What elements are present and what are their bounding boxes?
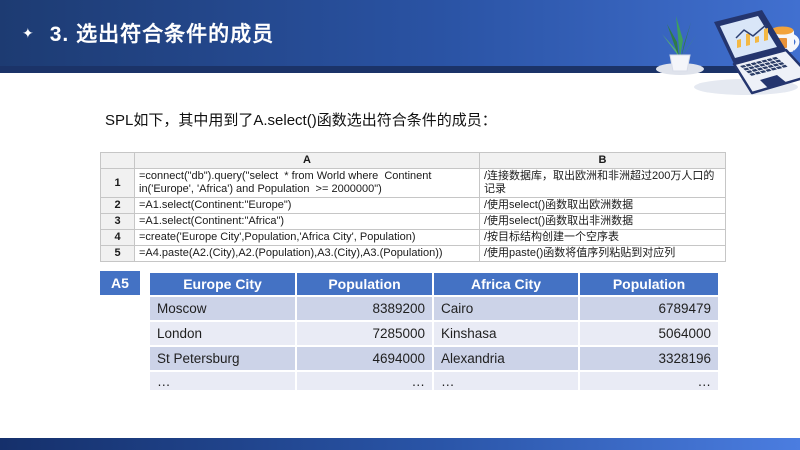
code-cell: =A1.select(Continent:"Europe"): [134, 197, 480, 214]
column-header-b: B: [479, 152, 726, 169]
code-cell: =A1.select(Continent:"Africa"): [134, 213, 480, 230]
population-cell: 5064000: [578, 320, 720, 347]
code-row: 4 =create('Europe City',Population,'Afric…: [100, 229, 726, 246]
city-cell: …: [148, 370, 297, 392]
city-cell: …: [432, 370, 580, 392]
code-cell: =create('Europe City',Population,'Africa…: [134, 229, 480, 246]
row-number: 1: [100, 168, 135, 198]
row-number: 5: [100, 245, 135, 262]
keyboard-keys: [740, 56, 788, 76]
city-cell: Moscow: [148, 295, 297, 322]
row-number: 4: [100, 229, 135, 246]
footer-bar: [0, 438, 800, 450]
comment-cell: /使用select()函数取出欧洲数据: [479, 197, 726, 214]
comment-cell: /按目标结构创建一个空序表: [479, 229, 726, 246]
result-row: London 7285000 Kinshasa 5064000: [148, 320, 720, 347]
code-grid-header-row: A B: [100, 152, 726, 169]
page-title: 3. 选出符合条件的成员: [49, 23, 275, 46]
city-cell: Kinshasa: [432, 320, 580, 347]
city-cell: Alexandria: [432, 345, 580, 372]
result-row: …………: [148, 370, 720, 392]
population-cell: …: [295, 370, 434, 392]
row-number: 2: [100, 197, 135, 214]
laptop-illustration: [640, 0, 800, 100]
result-cell-label: A5: [100, 271, 140, 295]
screen-chart-line: [735, 24, 767, 39]
city-cell: London: [148, 320, 297, 347]
row-number: 3: [100, 213, 135, 230]
result-row: St Petersburg 4694000 Alexandria 3328196: [148, 345, 720, 372]
comment-cell: /连接数据库，取出欧洲和非洲超过200万人口的记录: [479, 168, 726, 198]
result-row: Moscow 8389200 Cairo 6789479: [148, 295, 720, 322]
code-row: 3 =A1.select(Continent:"Africa")/使用select…: [100, 213, 726, 230]
screen-chart-bars: [737, 28, 768, 48]
population-cell: …: [578, 370, 720, 392]
result-header-row: Europe City Population Africa City Popul…: [148, 271, 720, 297]
laptop-illustration-svg: [656, 10, 800, 95]
population-cell: 4694000: [295, 345, 434, 372]
spl-code-grid: A B 1 =connect("db").query("select * from…: [100, 152, 726, 262]
city-cell: Cairo: [432, 295, 580, 322]
population-cell: 6789479: [578, 295, 720, 322]
comment-cell: /使用select()函数取出非洲数据: [479, 213, 726, 230]
header-underline: [0, 66, 800, 73]
laptop-icon: [714, 10, 800, 95]
population-cell: 8389200: [295, 295, 434, 322]
code-cell: =connect("db").query("select * from Worl…: [134, 168, 480, 198]
header-bar: ✦ 3. 选出符合条件的成员: [0, 0, 800, 66]
city-cell: St Petersburg: [148, 345, 297, 372]
column-header-a: A: [134, 152, 480, 169]
result-header-population-1: Population: [295, 271, 434, 297]
intro-text: SPL如下，其中用到了A.select()函数选出符合条件的成员：: [105, 112, 497, 129]
touchpad: [760, 75, 787, 89]
plant-icon: [662, 16, 697, 72]
corner-cell: [100, 152, 135, 169]
result-header-population-2: Population: [578, 271, 720, 297]
population-cell: 7285000: [295, 320, 434, 347]
comment-cell: /使用paste()函数将值序列粘贴到对应列: [479, 245, 726, 262]
population-cell: 3328196: [578, 345, 720, 372]
result-header-africa-city: Africa City: [432, 271, 580, 297]
result-table: Europe City Population Africa City Popul…: [148, 271, 720, 392]
code-cell: =A4.paste(A2.(City),A2.(Population),A3.(…: [134, 245, 480, 262]
result-header-europe-city: Europe City: [148, 271, 297, 297]
code-row: 2 =A1.select(Continent:"Europe")/使用select…: [100, 197, 726, 214]
code-row: 5 =A4.paste(A2.(City),A2.(Population),A3.…: [100, 245, 726, 262]
code-row: 1 =connect("db").query("select * from Wor…: [100, 168, 726, 198]
sparkle-icon: ✦: [22, 24, 34, 41]
